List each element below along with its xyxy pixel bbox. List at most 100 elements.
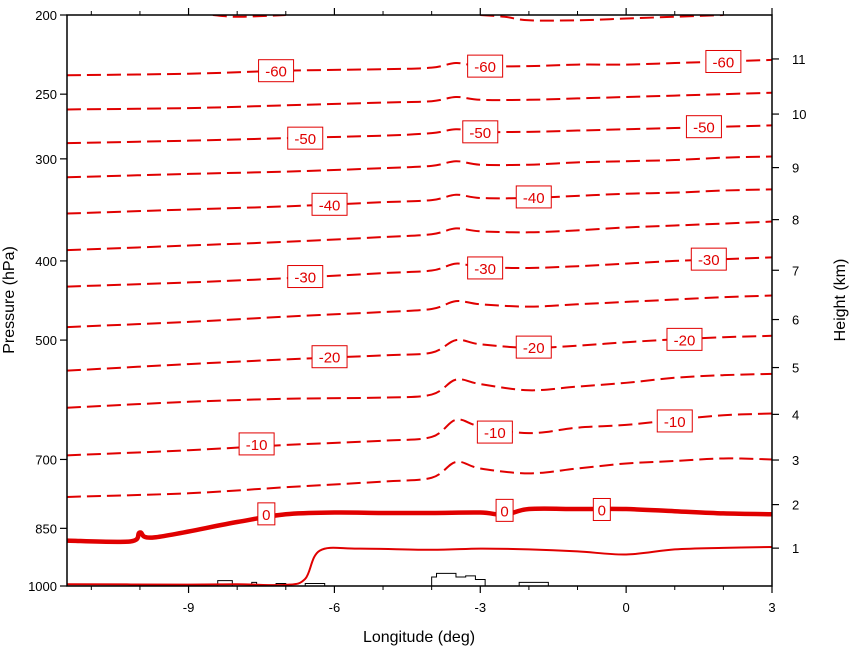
pressure-tick-label: 700 — [35, 452, 57, 467]
height-tick-label: 5 — [792, 361, 799, 376]
contour-label-box — [495, 498, 514, 522]
height-tick-label: 3 — [792, 453, 799, 468]
pressure-tick-label: 200 — [35, 8, 57, 23]
contour-label-box — [311, 345, 348, 369]
contour-line — [67, 155, 772, 179]
height-tick-label: 6 — [792, 313, 799, 328]
contour-label: -50 — [287, 126, 324, 150]
pressure-tick-label: 1000 — [28, 579, 57, 594]
plot-frame — [66, 14, 773, 587]
x-tick-label: -6 — [329, 600, 341, 615]
contour-label-box — [705, 49, 742, 73]
contour-label: -30 — [287, 265, 324, 289]
contour-label: -60 — [705, 49, 742, 73]
axes: -9 -6 -3 0 310008507005004003002502001234567… — [28, 8, 806, 615]
contour-label-text: -60 — [713, 54, 735, 71]
contour-label-text: -60 — [265, 64, 287, 81]
contour-label-box — [666, 327, 703, 351]
contour-label-text: -10 — [664, 414, 686, 431]
contour-label: -60 — [467, 54, 504, 78]
contour-label-box — [467, 256, 504, 280]
contour-label-text: 0 — [262, 507, 270, 524]
contour-label: -60 — [258, 59, 295, 83]
contour-label-box — [690, 247, 727, 271]
contour-label-text: -60 — [474, 59, 496, 76]
height-tick-label: 1 — [792, 541, 799, 556]
pressure-tick-label: 500 — [35, 333, 57, 348]
height-tick-label: 9 — [792, 161, 799, 176]
y-axis-title-left: Pressure (hPa) — [1, 246, 18, 354]
contour-label-box — [287, 265, 324, 289]
x-tick-label: 3 — [768, 600, 775, 615]
contour-lines — [67, 15, 772, 586]
pressure-tick-label: 300 — [35, 152, 57, 167]
contour-label-box — [592, 497, 611, 521]
contour-label: -20 — [311, 345, 348, 369]
contour-label-text: -30 — [474, 261, 496, 278]
contour-label-text: -50 — [469, 125, 491, 142]
contour-label-box — [257, 502, 276, 526]
x-tick-label: 0 — [623, 600, 630, 615]
contour-label-text: -30 — [294, 270, 316, 287]
contour-label-text: -50 — [294, 131, 316, 148]
pressure-tick-label: 400 — [35, 254, 57, 269]
contour-label-text: -20 — [319, 350, 341, 367]
contour-line — [67, 58, 772, 77]
contour-labels: -60 -60 -60 -50 -50 -50 -40 -40 -30 -30 -30 -20 -20 -… — [238, 49, 742, 526]
contour-label-text: -20 — [674, 332, 696, 349]
contour-label-text: 0 — [598, 502, 606, 519]
contour-label-text: -20 — [523, 340, 545, 357]
contour-line — [67, 188, 772, 215]
pressure-tick-label: 250 — [35, 87, 57, 102]
contour-label: -10 — [238, 432, 275, 456]
contour-label-text: -40 — [523, 190, 545, 207]
x-tick-label: -9 — [183, 600, 195, 615]
x-tick-label: -3 — [474, 600, 486, 615]
contour-label-box — [515, 185, 552, 209]
contour-line — [67, 220, 772, 252]
contour-label: -40 — [311, 192, 348, 216]
contour-label-text: -30 — [698, 252, 720, 269]
contour-label: -20 — [515, 335, 552, 359]
y-axis-title-right: Height (km) — [832, 259, 849, 342]
contour-label: -20 — [666, 327, 703, 351]
contour-label-box — [462, 120, 499, 144]
x-axis-title: Longitude (deg) — [363, 629, 475, 646]
contour-label-box — [515, 335, 552, 359]
contour-line — [67, 372, 772, 409]
contour-line — [480, 15, 724, 22]
contour-label-box — [467, 54, 504, 78]
contour-line — [67, 294, 772, 329]
contour-line — [67, 457, 772, 498]
height-tick-label: 2 — [792, 498, 799, 513]
contour-line — [67, 546, 772, 586]
contour-label-box — [258, 59, 295, 83]
contour-label-box — [476, 420, 513, 444]
contour-label: 0 — [592, 497, 611, 521]
height-tick-label: 4 — [792, 407, 799, 422]
height-tick-label: 11 — [792, 52, 806, 67]
contour-label-box — [287, 126, 324, 150]
contour-line — [67, 506, 772, 545]
contour-label-text: -10 — [484, 425, 506, 442]
contour-label: -30 — [690, 247, 727, 271]
contour-label-text: 0 — [500, 503, 508, 520]
contour-label-box — [238, 432, 275, 456]
pressure-tick-label: 850 — [35, 521, 57, 536]
contour-line — [67, 256, 772, 288]
contour-label-box — [311, 192, 348, 216]
contour-label: -40 — [515, 185, 552, 209]
contour-line — [67, 334, 772, 372]
contour-label: -50 — [685, 115, 722, 139]
height-tick-label: 8 — [792, 213, 799, 228]
contour-label: -10 — [656, 409, 693, 433]
height-tick-label: 7 — [792, 263, 799, 278]
contour-label: -30 — [467, 256, 504, 280]
contour-line — [67, 124, 772, 145]
contour-label: -10 — [476, 420, 513, 444]
contour-label: -50 — [462, 120, 499, 144]
contour-label-box — [656, 409, 693, 433]
contour-label-box — [685, 115, 722, 139]
contour-label-text: -40 — [319, 197, 341, 214]
